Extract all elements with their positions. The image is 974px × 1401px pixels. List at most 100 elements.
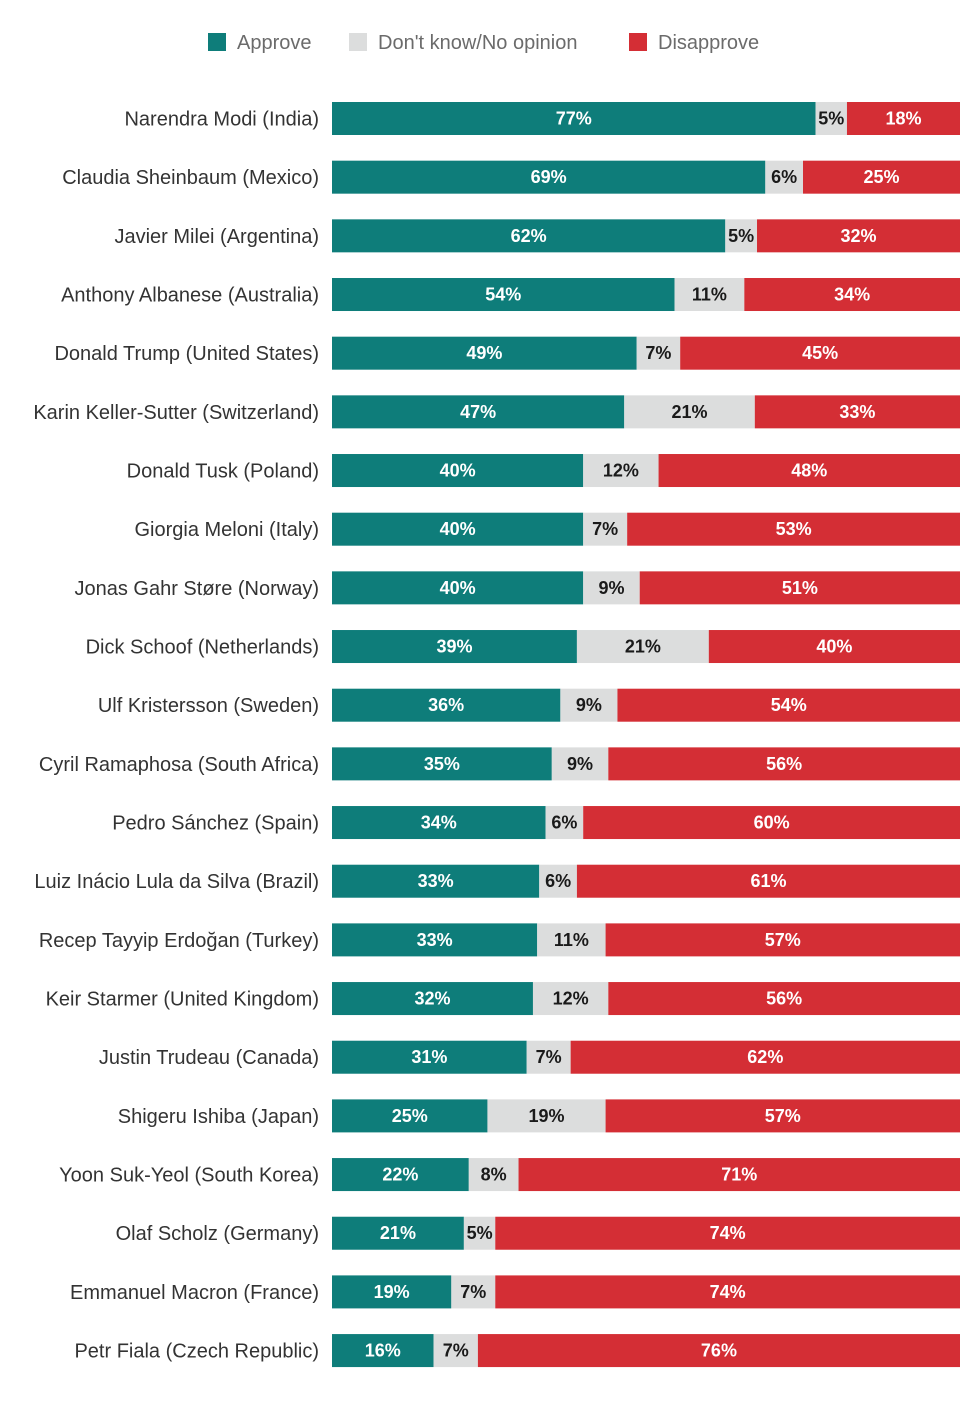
value-label-dont-know-ulf-kristersson-sweden: 9% <box>576 695 602 715</box>
value-label-approve-donald-tusk-poland: 40% <box>440 461 476 481</box>
bar-dont-know-shigeru-ishiba-japan <box>487 1099 606 1133</box>
bar-approve-ulf-kristersson-sweden <box>332 688 561 722</box>
bar-approve-petr-fiala-czech-republic <box>332 1334 434 1368</box>
bar-approve-karin-keller-sutter-switzerland <box>332 395 625 429</box>
category-label-pedro-sanchez-spain: Pedro Sánchez (Spain) <box>112 813 319 835</box>
legend-label-approve: Approve <box>237 32 312 54</box>
value-label-approve-cyril-ramaphosa-south-africa: 35% <box>424 754 460 774</box>
value-label-dont-know-narendra-modi-india: 5% <box>818 109 844 129</box>
value-label-disapprove-yoon-suk-yeol-south-korea: 71% <box>721 1165 757 1185</box>
bar-approve-jonas-gahr-st-re-norway <box>332 571 584 605</box>
bar-dont-know-recep-tayyip-erdogan-turkey <box>537 923 606 957</box>
value-label-dont-know-pedro-sanchez-spain: 6% <box>551 813 577 833</box>
bar-dont-know-justin-trudeau-canada <box>526 1040 571 1074</box>
value-label-disapprove-keir-starmer-united-kingdom: 56% <box>766 989 802 1009</box>
bar-disapprove-emmanuel-macron-france <box>495 1275 960 1309</box>
category-label-javier-milei-argentina: Javier Milei (Argentina) <box>114 226 319 248</box>
value-label-approve-claudia-sheinbaum-mexico: 69% <box>531 167 567 187</box>
bar-approve-donald-tusk-poland <box>332 454 584 488</box>
bar-dont-know-donald-tusk-poland <box>583 454 659 488</box>
bar-disapprove-giorgia-meloni-italy <box>627 512 960 546</box>
value-label-disapprove-donald-tusk-poland: 48% <box>791 461 827 481</box>
value-label-disapprove-narendra-modi-india: 18% <box>885 109 921 129</box>
category-label-petr-fiala-czech-republic: Petr Fiala (Czech Republic) <box>74 1341 319 1363</box>
category-label-emmanuel-macron-france: Emmanuel Macron (France) <box>70 1282 319 1304</box>
value-label-dont-know-yoon-suk-yeol-south-korea: 8% <box>481 1165 507 1185</box>
bar-dont-know-javier-milei-argentina <box>725 219 758 253</box>
bar-dont-know-petr-fiala-czech-republic <box>433 1334 478 1368</box>
category-label-karin-keller-sutter-switzerland: Karin Keller-Sutter (Switzerland) <box>33 402 319 424</box>
value-label-disapprove-giorgia-meloni-italy: 53% <box>776 519 812 539</box>
value-label-dont-know-jonas-gahr-st-re-norway: 9% <box>598 578 624 598</box>
value-label-disapprove-recep-tayyip-erdogan-turkey: 57% <box>765 930 801 950</box>
legend-label-disapprove: Disapprove <box>658 32 759 54</box>
value-label-approve-recep-tayyip-erdogan-turkey: 33% <box>417 930 453 950</box>
value-label-dont-know-emmanuel-macron-france: 7% <box>460 1282 486 1302</box>
value-label-dont-know-claudia-sheinbaum-mexico: 6% <box>771 167 797 187</box>
category-labels: Narendra Modi (India) Claudia Sheinbaum (… <box>33 109 319 1363</box>
bar-dont-know-karin-keller-sutter-switzerland <box>624 395 755 429</box>
category-label-luiz-inacio-lula-da-silva-brazil: Luiz Inácio Lula da Silva (Brazil) <box>34 871 319 893</box>
bar-dont-know-pedro-sanchez-spain <box>545 806 584 840</box>
value-label-dont-know-petr-fiala-czech-republic: 7% <box>443 1341 469 1361</box>
value-label-dont-know-keir-starmer-united-kingdom: 12% <box>553 989 589 1009</box>
value-label-disapprove-petr-fiala-czech-republic: 76% <box>701 1341 737 1361</box>
value-label-approve-javier-milei-argentina: 62% <box>511 226 547 246</box>
bar-disapprove-jonas-gahr-st-re-norway <box>639 571 960 605</box>
bar-approve-luiz-inacio-lula-da-silva-brazil <box>332 864 540 898</box>
bar-dont-know-luiz-inacio-lula-da-silva-brazil <box>539 864 577 898</box>
bar-dont-know-narendra-modi-india <box>815 102 847 135</box>
value-label-approve-yoon-suk-yeol-south-korea: 22% <box>382 1165 418 1185</box>
value-label-approve-luiz-inacio-lula-da-silva-brazil: 33% <box>418 871 454 891</box>
bar-dont-know-olaf-scholz-germany <box>463 1216 496 1250</box>
value-label-approve-ulf-kristersson-sweden: 36% <box>428 695 464 715</box>
bar-disapprove-donald-trump-united-states <box>680 336 960 370</box>
value-label-approve-jonas-gahr-st-re-norway: 40% <box>440 578 476 598</box>
bar-approve-anthony-albanese-australia <box>332 278 675 312</box>
category-label-anthony-albanese-australia: Anthony Albanese (Australia) <box>61 285 319 307</box>
bar-approve-pedro-sanchez-spain <box>332 806 546 840</box>
bar-disapprove-claudia-sheinbaum-mexico <box>803 160 960 194</box>
bar-dont-know-cyril-ramaphosa-south-africa <box>551 747 609 781</box>
bar-approve-emmanuel-macron-france <box>332 1275 452 1309</box>
category-label-donald-tusk-poland: Donald Tusk (Poland) <box>127 461 319 483</box>
value-label-disapprove-justin-trudeau-canada: 62% <box>747 1047 783 1067</box>
value-label-approve-dick-schoof-netherlands: 39% <box>436 637 472 657</box>
legend-swatch-dont-know <box>349 33 367 51</box>
value-label-approve-petr-fiala-czech-republic: 16% <box>365 1341 401 1361</box>
bar-dont-know-ulf-kristersson-sweden <box>560 688 618 722</box>
bar-approve-javier-milei-argentina <box>332 219 726 253</box>
value-label-dont-know-javier-milei-argentina: 5% <box>728 226 754 246</box>
category-label-keir-starmer-united-kingdom: Keir Starmer (United Kingdom) <box>46 989 319 1011</box>
bar-disapprove-yoon-suk-yeol-south-korea <box>518 1158 960 1192</box>
category-label-claudia-sheinbaum-mexico: Claudia Sheinbaum (Mexico) <box>62 167 319 189</box>
value-label-approve-giorgia-meloni-italy: 40% <box>440 519 476 539</box>
bar-disapprove-narendra-modi-india <box>846 102 960 135</box>
value-label-disapprove-claudia-sheinbaum-mexico: 25% <box>863 167 899 187</box>
bar-dont-know-emmanuel-macron-france <box>451 1275 496 1309</box>
bar-dont-know-jonas-gahr-st-re-norway <box>583 571 640 605</box>
value-label-approve-karin-keller-sutter-switzerland: 47% <box>460 402 496 422</box>
value-label-disapprove-emmanuel-macron-france: 74% <box>710 1282 746 1302</box>
value-label-approve-pedro-sanchez-spain: 34% <box>421 813 457 833</box>
value-label-dont-know-justin-trudeau-canada: 7% <box>536 1047 562 1067</box>
value-label-disapprove-pedro-sanchez-spain: 60% <box>754 813 790 833</box>
bar-disapprove-pedro-sanchez-spain <box>583 806 960 840</box>
value-label-dont-know-shigeru-ishiba-japan: 19% <box>528 1106 564 1126</box>
value-label-disapprove-shigeru-ishiba-japan: 57% <box>765 1106 801 1126</box>
bar-disapprove-justin-trudeau-canada <box>570 1040 960 1074</box>
bar-approve-donald-trump-united-states <box>332 336 637 370</box>
bars: 77% 5% 18% 69% 6% 25% 62% 5% 32% 54% 11% 34% 49% 7% 45… <box>332 102 960 1368</box>
value-label-disapprove-luiz-inacio-lula-da-silva-brazil: 61% <box>750 871 786 891</box>
category-label-giorgia-meloni-italy: Giorgia Meloni (Italy) <box>134 519 319 541</box>
value-label-dont-know-recep-tayyip-erdogan-turkey: 11% <box>554 930 589 950</box>
bar-approve-yoon-suk-yeol-south-korea <box>332 1158 469 1192</box>
category-label-olaf-scholz-germany: Olaf Scholz (Germany) <box>116 1223 319 1245</box>
bar-disapprove-luiz-inacio-lula-da-silva-brazil <box>576 864 960 898</box>
bar-dont-know-giorgia-meloni-italy <box>583 512 628 546</box>
bar-disapprove-karin-keller-sutter-switzerland <box>754 395 960 429</box>
bar-disapprove-ulf-kristersson-sweden <box>617 688 960 722</box>
bar-disapprove-donald-tusk-poland <box>658 454 960 488</box>
category-label-yoon-suk-yeol-south-korea: Yoon Suk-Yeol (South Korea) <box>59 1165 319 1187</box>
